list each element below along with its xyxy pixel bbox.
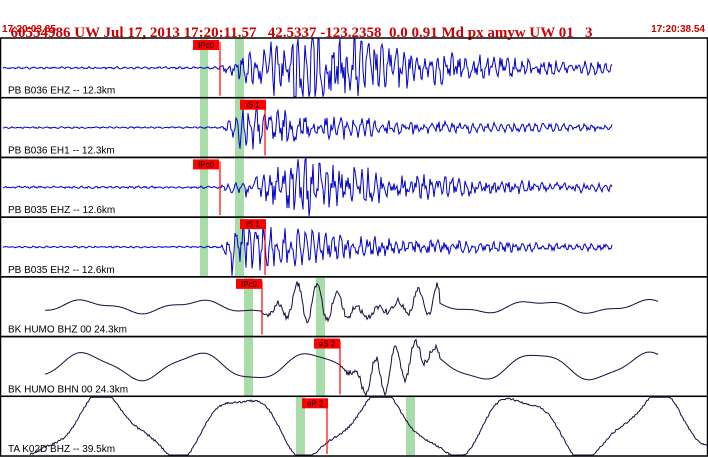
event-header: 60554986 UW Jul 17, 2013 17:20:11.57 42.…: [0, 0, 708, 41]
time-window-band: [296, 396, 305, 456]
channel-label: BK HUMO BHZ 00 24.3km: [8, 325, 127, 336]
time-window-band: [244, 336, 253, 397]
channel-label: BK HUMO BHN 00 24.3km: [8, 384, 128, 395]
channel-panel[interactable]: eP 2 TA K02D BHZ -- 39.5km: [0, 395, 708, 457]
pick-label: IPc0: [198, 160, 215, 169]
pick-label: IPc0: [198, 41, 215, 50]
channel-label: TA K02D BHZ -- 39.5km: [8, 444, 115, 455]
pick-label-box[interactable]: [193, 159, 219, 170]
channel-label: PB B035 EHZ -- 12.6km: [8, 205, 115, 216]
pick-label-box[interactable]: [240, 219, 266, 230]
pick-label: iS 1: [246, 220, 260, 229]
time-window-band: [235, 97, 244, 158]
pick-label: IPc0: [241, 280, 258, 289]
waveform-trace: [2, 106, 613, 150]
time-window-band: [235, 157, 244, 218]
waveform-trace: [2, 156, 613, 217]
pick-label: iS 1: [246, 101, 260, 110]
channel-panel[interactable]: iS 1 PB B036 EH1 -- 12.3km: [0, 96, 708, 159]
waveform-trace: [44, 338, 659, 397]
waveform-trace: [45, 281, 659, 324]
pick-label-box[interactable]: [236, 278, 262, 289]
window-start-time: 17:20:03.85: [2, 24, 56, 35]
channel-label: PB B036 EH1 -- 12.3km: [8, 145, 115, 156]
time-window-band: [244, 276, 253, 337]
channel-label: PB B035 EH2 -- 12.6km: [8, 265, 115, 276]
channel-panel[interactable]: IPc0 PB B035 EHZ -- 12.6km: [0, 156, 708, 218]
pick-label-box[interactable]: [193, 40, 219, 50]
pick-label-box[interactable]: [314, 338, 340, 349]
waveform-trace: [2, 223, 613, 276]
time-window-band: [235, 38, 244, 98]
pick-label-box[interactable]: [302, 398, 328, 409]
channel-panel[interactable]: IPc0 BK HUMO BHZ 00 24.3km: [0, 276, 708, 338]
pick-label-box[interactable]: [240, 99, 266, 110]
pick-label: eS 2: [319, 340, 336, 349]
event-summary-text: 60554986 UW Jul 17, 2013 17:20:11.57 42.…: [10, 25, 593, 41]
time-window-band: [200, 217, 208, 277]
pick-label: eP 2: [307, 399, 324, 408]
time-window-band: [316, 336, 325, 397]
channel-label: PB B036 EHZ -- 12.3km: [8, 86, 115, 97]
channel-panel[interactable]: iS 1 PB B035 EH2 -- 12.6km: [0, 216, 708, 278]
window-end-time: 17:20:38.54: [651, 24, 705, 35]
waveform-trace: [29, 396, 708, 456]
time-window-band: [316, 276, 325, 337]
waveform-trace: [2, 38, 613, 98]
time-window-band: [200, 157, 208, 218]
channel-panel[interactable]: eS 2 BK HUMO BHN 00 24.3km: [0, 335, 708, 398]
time-window-band: [235, 217, 244, 277]
channel-panel[interactable]: IPc0 PB B036 EHZ -- 12.3km: [0, 37, 708, 99]
